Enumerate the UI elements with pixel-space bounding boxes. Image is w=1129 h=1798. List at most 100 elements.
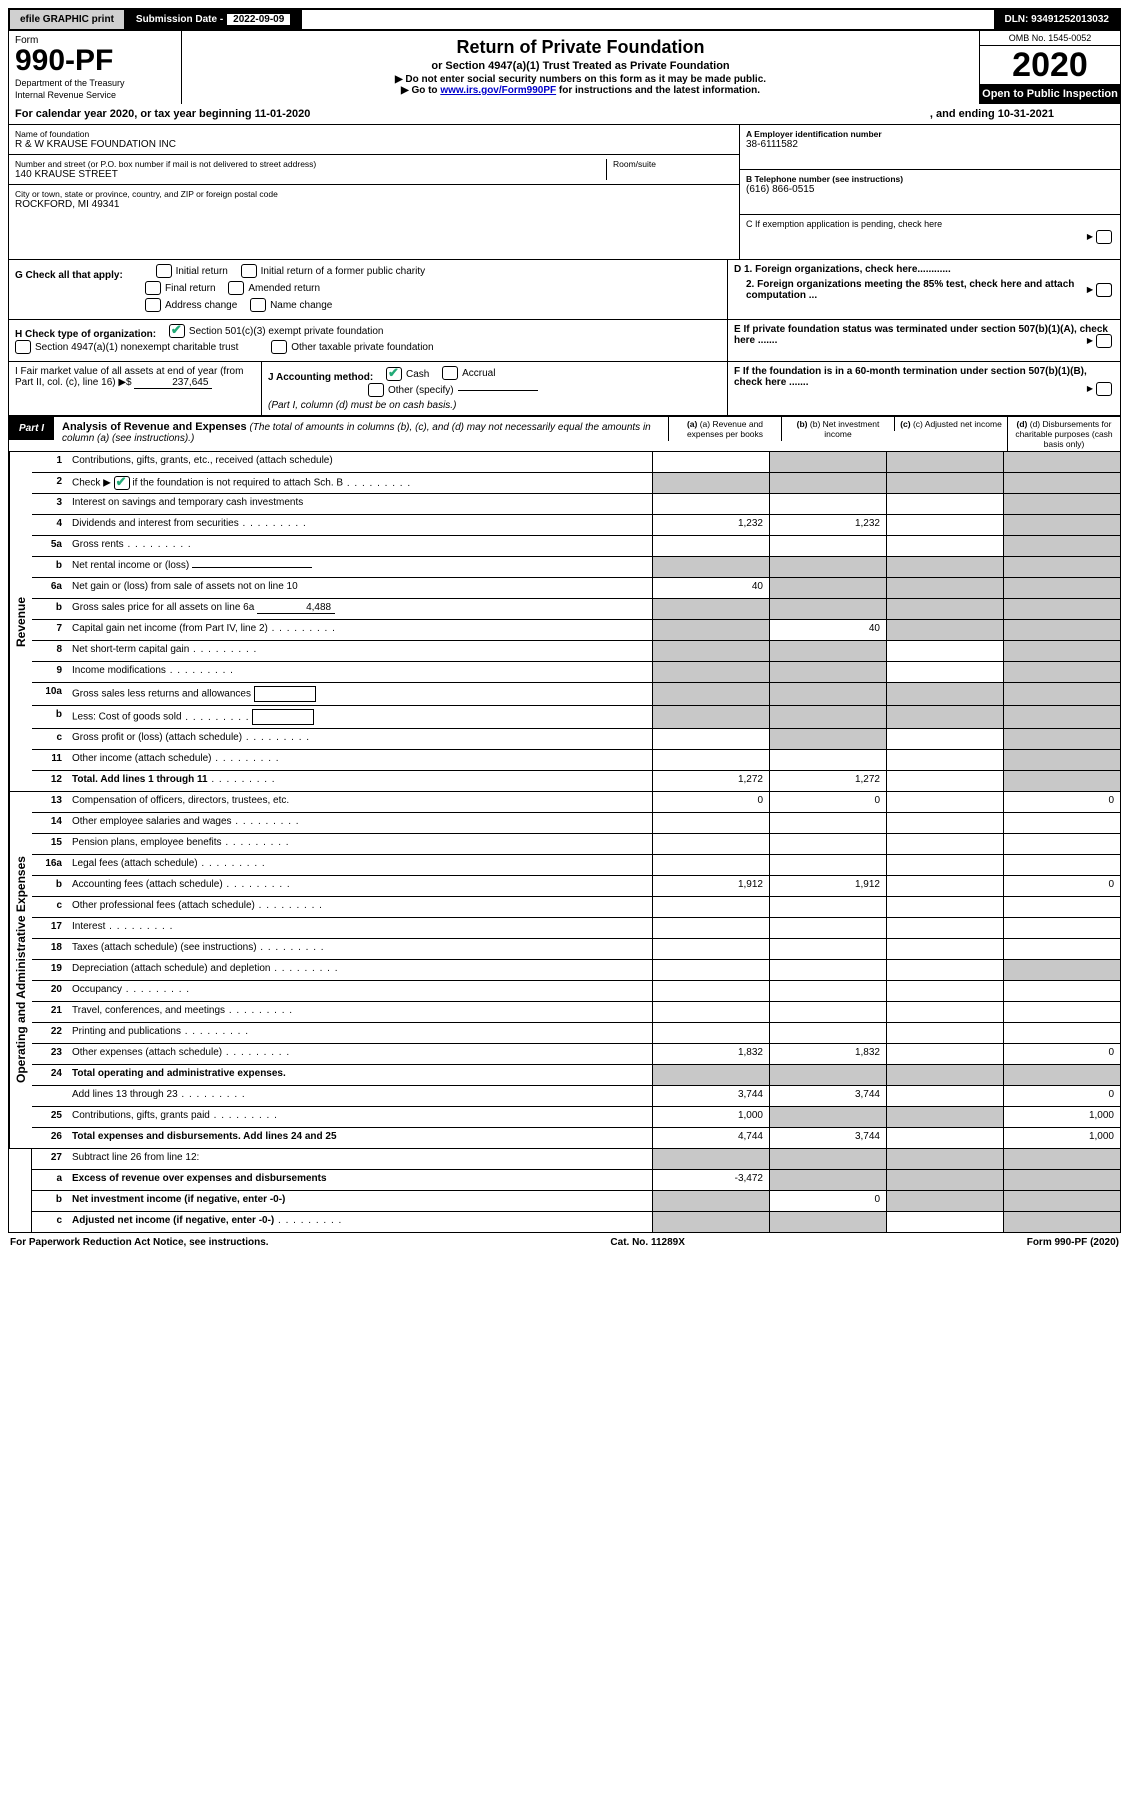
- line-23: Other expenses (attach schedule): [68, 1044, 652, 1064]
- g-initial-return[interactable]: [156, 264, 172, 278]
- line-27: Subtract line 26 from line 12:: [68, 1149, 652, 1169]
- form-header: Form 990-PF Department of the Treasury I…: [8, 31, 1121, 104]
- h-row: H Check type of organization: Section 50…: [8, 320, 1121, 362]
- submission-date-label: Submission Date - 2022-09-09: [126, 10, 302, 29]
- g-initial-former[interactable]: [241, 264, 257, 278]
- g-label: G Check all that apply:: [15, 270, 123, 281]
- omb-number: OMB No. 1545-0052: [980, 31, 1120, 46]
- line-4: Dividends and interest from securities: [68, 515, 652, 535]
- g-row: G Check all that apply: Initial return I…: [8, 260, 1121, 320]
- name-label: Name of foundation: [15, 129, 733, 139]
- efile-print-button[interactable]: efile GRAPHIC print: [10, 10, 126, 29]
- line-24: Total operating and administrative expen…: [68, 1065, 652, 1085]
- form-footer: Form 990-PF (2020): [1027, 1237, 1119, 1248]
- i-value: 237,645: [134, 377, 212, 389]
- dept-treasury: Department of the Treasury: [15, 78, 175, 88]
- line-16b: Accounting fees (attach schedule): [68, 876, 652, 896]
- h-501c3-checkbox[interactable]: [169, 324, 185, 338]
- col-a-header: (a) (a) Revenue and expenses per books: [668, 417, 781, 441]
- c-checkbox[interactable]: [1096, 230, 1112, 244]
- line-25: Contributions, gifts, grants paid: [68, 1107, 652, 1127]
- line-15: Pension plans, employee benefits: [68, 834, 652, 854]
- part1-header: Part I Analysis of Revenue and Expenses …: [8, 416, 1121, 452]
- line-6b: Gross sales price for all assets on line…: [68, 599, 652, 619]
- line-20: Occupancy: [68, 981, 652, 1001]
- g-address-change[interactable]: [145, 298, 161, 312]
- h-4947-checkbox[interactable]: [15, 340, 31, 354]
- foundation-name: R & W KRAUSE FOUNDATION INC: [15, 139, 733, 150]
- address: 140 KRAUSE STREET: [15, 169, 606, 180]
- d2-label: 2. Foreign organizations meeting the 85%…: [746, 279, 1074, 301]
- room-label: Room/suite: [613, 159, 733, 169]
- form-title: Return of Private Foundation: [192, 37, 969, 58]
- page-footer: For Paperwork Reduction Act Notice, see …: [8, 1233, 1121, 1252]
- cat-no: Cat. No. 11289X: [610, 1237, 684, 1248]
- ein: 38-6111582: [746, 139, 1114, 150]
- tax-year: 2020: [980, 46, 1120, 84]
- e-checkbox[interactable]: [1096, 334, 1112, 348]
- line-8: Net short-term capital gain: [68, 641, 652, 661]
- col-c-header: (c) (c) Adjusted net income: [894, 417, 1007, 431]
- line-27a: Excess of revenue over expenses and disb…: [68, 1170, 652, 1190]
- line-1: Contributions, gifts, grants, etc., rece…: [68, 452, 652, 472]
- instructions-link-line: ▶ Go to www.irs.gov/Form990PF for instru…: [192, 85, 969, 96]
- j-note: (Part I, column (d) must be on cash basi…: [268, 400, 456, 411]
- line-5b: Net rental income or (loss): [68, 557, 652, 577]
- line-27b: Net investment income (if negative, ente…: [68, 1191, 652, 1211]
- j-label: J Accounting method:: [268, 372, 373, 383]
- col-b-header: (b) (b) Net investment income: [781, 417, 894, 441]
- phone: (616) 866-0515: [746, 184, 1114, 195]
- line-19: Depreciation (attach schedule) and deple…: [68, 960, 652, 980]
- h-other-checkbox[interactable]: [271, 340, 287, 354]
- g-name-change[interactable]: [250, 298, 266, 312]
- line-2: Check ▶ if the foundation is not require…: [68, 473, 652, 493]
- line-18: Taxes (attach schedule) (see instruction…: [68, 939, 652, 959]
- line-13: Compensation of officers, directors, tru…: [68, 792, 652, 812]
- top-bar: efile GRAPHIC print Submission Date - 20…: [8, 8, 1121, 31]
- c-label: C If exemption application is pending, c…: [746, 219, 942, 229]
- line-5a: Gross rents: [68, 536, 652, 556]
- dln-label: DLN: 93491252013032: [994, 10, 1119, 29]
- line-10b: Less: Cost of goods sold: [68, 706, 652, 728]
- calendar-year-row: For calendar year 2020, or tax year begi…: [8, 104, 1121, 125]
- line-24b: Add lines 13 through 23: [68, 1086, 652, 1106]
- g-amended-return[interactable]: [228, 281, 244, 295]
- city-label: City or town, state or province, country…: [15, 189, 733, 199]
- f-checkbox[interactable]: [1096, 382, 1112, 396]
- j-accrual-checkbox[interactable]: [442, 366, 458, 380]
- line-7: Capital gain net income (from Part IV, l…: [68, 620, 652, 640]
- line-16a: Legal fees (attach schedule): [68, 855, 652, 875]
- line-22: Printing and publications: [68, 1023, 652, 1043]
- j-other-checkbox[interactable]: [368, 383, 384, 397]
- ijf-row: I Fair market value of all assets at end…: [8, 362, 1121, 416]
- line-12: Total. Add lines 1 through 11: [68, 771, 652, 791]
- schb-checkbox[interactable]: [114, 476, 130, 490]
- d2-checkbox[interactable]: [1096, 283, 1112, 297]
- e-label: E If private foundation status was termi…: [734, 324, 1108, 346]
- expenses-side-label: Operating and Administrative Expenses: [9, 792, 32, 1148]
- line-9: Income modifications: [68, 662, 652, 682]
- f-label: F If the foundation is in a 60-month ter…: [734, 366, 1087, 388]
- instructions-link[interactable]: www.irs.gov/Form990PF: [440, 85, 556, 96]
- open-to-public: Open to Public Inspection: [980, 84, 1120, 104]
- part1-title: Analysis of Revenue and Expenses: [62, 421, 247, 433]
- j-cash-checkbox[interactable]: [386, 367, 402, 381]
- h-label: H Check type of organization:: [15, 329, 156, 340]
- line-27c: Adjusted net income (if negative, enter …: [68, 1212, 652, 1232]
- line-14: Other employee salaries and wages: [68, 813, 652, 833]
- line-26: Total expenses and disbursements. Add li…: [68, 1128, 652, 1148]
- ein-label: A Employer identification number: [746, 129, 882, 139]
- line-16c: Other professional fees (attach schedule…: [68, 897, 652, 917]
- irs-label: Internal Revenue Service: [15, 90, 175, 100]
- entity-info: Name of foundation R & W KRAUSE FOUNDATI…: [8, 125, 1121, 260]
- part1-table: Revenue 1Contributions, gifts, grants, e…: [8, 452, 1121, 1233]
- line-10a: Gross sales less returns and allowances: [68, 683, 652, 705]
- phone-label: B Telephone number (see instructions): [746, 174, 903, 184]
- d1-label: D 1. Foreign organizations, check here..…: [734, 264, 951, 275]
- paperwork-notice: For Paperwork Reduction Act Notice, see …: [10, 1237, 269, 1248]
- line-11: Other income (attach schedule): [68, 750, 652, 770]
- line-10c: Gross profit or (loss) (attach schedule): [68, 729, 652, 749]
- city-state-zip: ROCKFORD, MI 49341: [15, 199, 733, 210]
- col-d-header: (d) (d) Disbursements for charitable pur…: [1007, 417, 1120, 451]
- g-final-return[interactable]: [145, 281, 161, 295]
